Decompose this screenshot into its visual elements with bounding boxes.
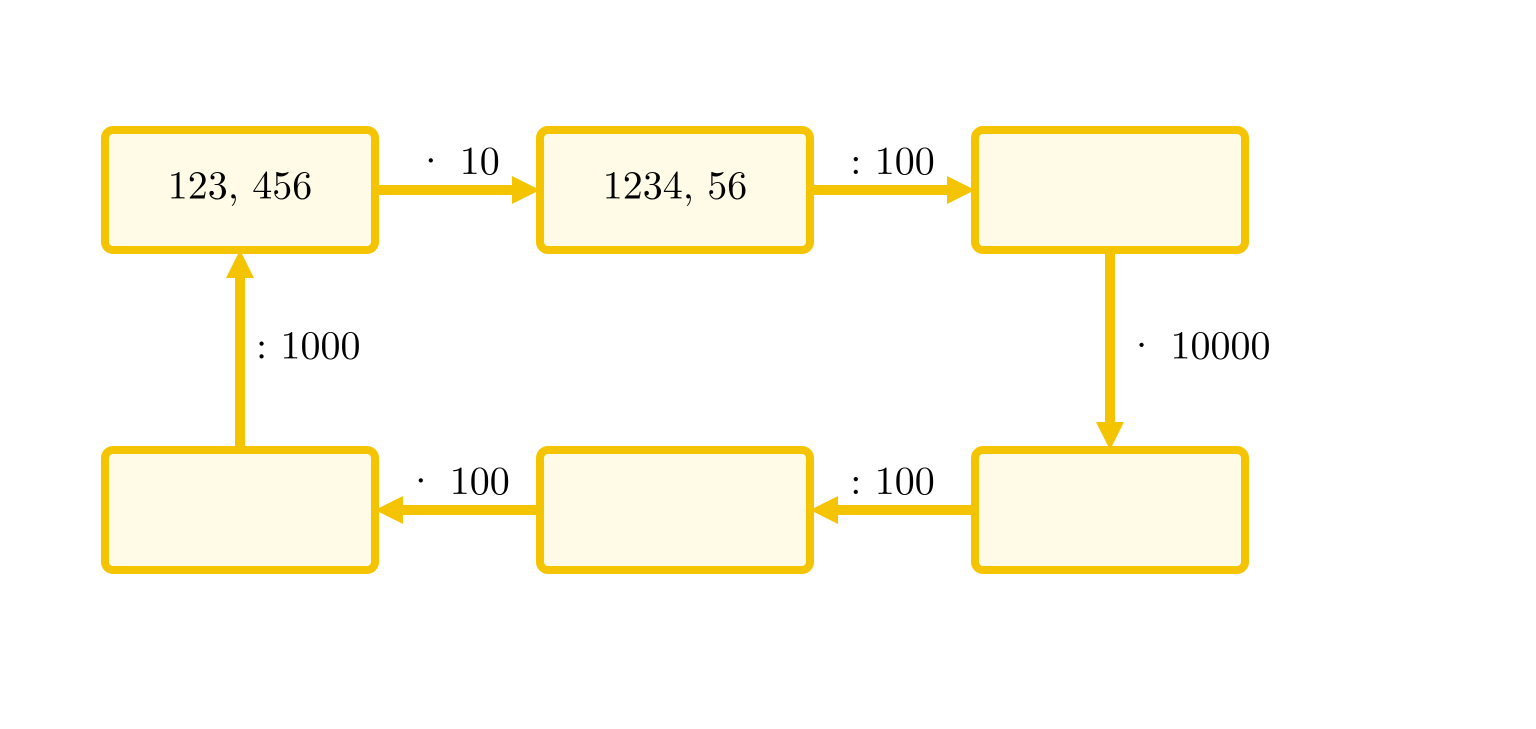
edge-e1: · 10 <box>375 129 540 204</box>
node-n2: 1234, 56 <box>540 130 810 250</box>
edge-label: · 10 <box>415 129 499 186</box>
edge-label: : 100 <box>850 129 934 186</box>
edge-label: : 100 <box>850 449 934 506</box>
node-n6 <box>105 450 375 570</box>
node-n4 <box>975 450 1245 570</box>
edge-e4: : 100 <box>810 449 975 524</box>
edge-label: : 1000 <box>256 314 360 371</box>
edge-e2: : 100 <box>810 129 975 204</box>
edge-label: · 100 <box>405 449 509 506</box>
node-n5 <box>540 450 810 570</box>
edge-e6: : 1000 <box>226 250 360 450</box>
edge-e5: · 100 <box>375 449 540 524</box>
edge-label: · 10000 <box>1126 314 1270 371</box>
flowchart-canvas: · 10 : 100 · 10000 : 100 · 100 : 1000 123, 456… <box>0 0 1536 729</box>
node-label: 123, 456 <box>168 154 312 211</box>
node-label: 1234, 56 <box>603 154 747 211</box>
node-n3 <box>975 130 1245 250</box>
edge-e3: · 10000 <box>1096 250 1270 450</box>
node-n1: 123, 456 <box>105 130 375 250</box>
